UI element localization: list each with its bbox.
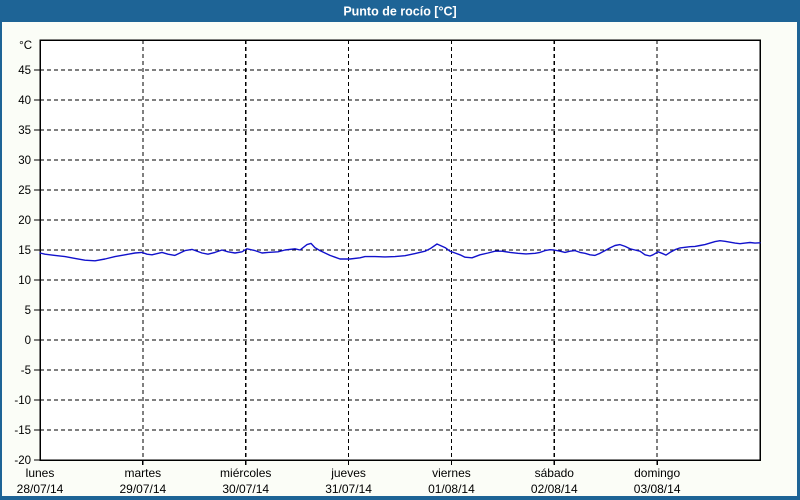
y-tick-label: 10	[18, 275, 31, 287]
y-tick-label: -5	[21, 365, 31, 377]
day-name-label: miércoles	[220, 466, 271, 480]
day-date-label: 01/08/14	[428, 482, 475, 496]
y-tick-label: 30	[18, 155, 31, 167]
day-date-label: 29/07/14	[119, 482, 166, 496]
day-name-label: viernes	[432, 466, 471, 480]
y-tick-label: -20	[14, 455, 31, 467]
chart-title: Punto de rocío [°C]	[343, 5, 456, 19]
plot-layer: -20 -15 -10 -5 0 5 10 15 20 25 30 35 40 45 °C lunes 28/0…	[14, 39, 761, 496]
day-name-label: jueves	[330, 466, 366, 480]
day-name-label: sábado	[535, 466, 575, 480]
data-line	[39, 239, 761, 262]
y-tick-label: 40	[18, 95, 31, 107]
y-tick-label: 15	[18, 245, 31, 257]
day-date-label: 28/07/14	[17, 482, 64, 496]
y-tick-label: 20	[18, 215, 31, 227]
y-tick-label: -10	[14, 395, 31, 407]
y-tick-label: 35	[18, 125, 31, 137]
window-border	[0, 22, 800, 500]
y-axis-unit-label: °C	[19, 40, 32, 52]
day-date-label: 30/07/14	[222, 482, 269, 496]
y-tick-label: 25	[18, 185, 31, 197]
day-date-label: 31/07/14	[325, 482, 372, 496]
day-name-label: domingo	[634, 466, 680, 480]
y-tick-label: 5	[25, 305, 31, 317]
y-tick-label: -15	[14, 425, 31, 437]
y-tick-label: 45	[18, 65, 31, 77]
plot-border	[39, 39, 761, 461]
day-name-label: lunes	[26, 466, 55, 480]
y-tick-label: 0	[25, 335, 31, 347]
day-date-label: 03/08/14	[634, 482, 681, 496]
title-bar	[0, 0, 800, 22]
day-date-label: 02/08/14	[531, 482, 578, 496]
day-name-label: martes	[125, 466, 162, 480]
